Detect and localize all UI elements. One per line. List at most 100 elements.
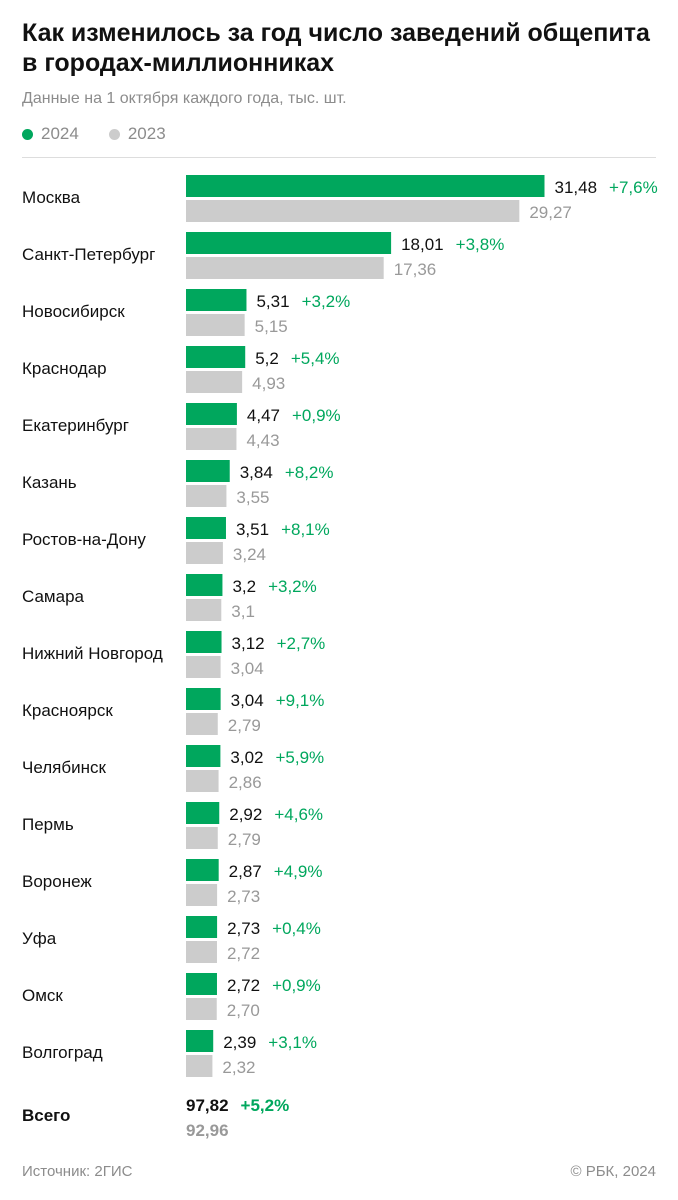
category-label: Пермь xyxy=(22,815,74,834)
change-label: +7,6% xyxy=(609,178,658,197)
value-label-2024: 3,02 xyxy=(230,748,263,767)
total-label: Всего xyxy=(22,1106,70,1125)
bar-2023 xyxy=(186,770,219,792)
value-label-2023: 2,72 xyxy=(227,944,260,963)
value-label-2023: 2,73 xyxy=(227,887,260,906)
bar-2024 xyxy=(186,631,222,653)
change-label: +2,7% xyxy=(277,634,326,653)
bar-2023 xyxy=(186,713,218,735)
source-note: Источник: 2ГИС xyxy=(22,1163,133,1180)
value-label-2023: 17,36 xyxy=(394,260,437,279)
bar-2024 xyxy=(186,517,226,539)
category-label: Санкт-Петербург xyxy=(22,245,155,264)
bar-2023 xyxy=(186,257,384,279)
change-label: +0,9% xyxy=(292,406,341,425)
change-label: +8,1% xyxy=(281,520,330,539)
bar-2024 xyxy=(186,1030,214,1052)
value-label-2023: 29,27 xyxy=(529,203,572,222)
legend-item-2024: 2024 xyxy=(22,124,79,144)
copyright-note: © РБК, 2024 xyxy=(570,1163,656,1180)
value-label-2024: 2,92 xyxy=(229,805,262,824)
header-divider xyxy=(22,157,656,158)
legend-dot-2024-icon xyxy=(22,128,33,140)
value-label-2023: 3,24 xyxy=(233,545,266,564)
legend-label-2024: 2024 xyxy=(41,124,79,143)
bar-2024 xyxy=(186,916,218,938)
bar-2024 xyxy=(186,403,237,425)
bar-2024 xyxy=(186,973,217,995)
bar-2023 xyxy=(186,485,227,507)
bar-2023 xyxy=(186,941,217,963)
change-label: +4,6% xyxy=(274,805,323,824)
value-label-2024: 2,39 xyxy=(223,1033,256,1052)
bar-2024 xyxy=(186,859,219,881)
category-label: Москва xyxy=(22,188,81,207)
value-label-2023: 2,70 xyxy=(227,1001,260,1020)
value-label-2024: 3,12 xyxy=(232,634,265,653)
bar-2024 xyxy=(186,688,221,710)
chart-title: Как изменилось за год число заведений об… xyxy=(22,19,650,77)
category-label: Ростов-на-Дону xyxy=(22,530,146,549)
total-value-2023: 92,96 xyxy=(186,1121,229,1140)
value-label-2024: 3,2 xyxy=(232,577,256,596)
bar-2023 xyxy=(186,884,218,906)
change-label: +8,2% xyxy=(285,463,334,482)
change-label: +5,9% xyxy=(275,748,324,767)
bar-2023 xyxy=(186,542,223,564)
category-label: Екатеринбург xyxy=(22,416,129,435)
change-label: +4,9% xyxy=(274,862,323,881)
value-label-2024: 5,31 xyxy=(256,292,289,311)
value-label-2024: 2,72 xyxy=(227,976,260,995)
bar-2024 xyxy=(186,802,220,824)
change-label: +5,4% xyxy=(291,349,340,368)
category-label: Красноярск xyxy=(22,701,113,720)
category-label: Самара xyxy=(22,587,85,606)
value-label-2023: 2,79 xyxy=(228,830,261,849)
chart-subtitle: Данные на 1 октября каждого года, тыс. ш… xyxy=(22,90,347,107)
value-label-2023: 2,86 xyxy=(229,773,262,792)
value-label-2024: 31,48 xyxy=(555,178,598,197)
total-change: +5,2% xyxy=(241,1096,290,1115)
value-label-2024: 3,04 xyxy=(231,691,264,710)
category-label: Волгоград xyxy=(22,1043,103,1062)
bar-2024 xyxy=(186,232,392,254)
change-label: +3,1% xyxy=(268,1033,317,1052)
value-label-2023: 2,79 xyxy=(228,716,261,735)
legend-label-2023: 2023 xyxy=(127,124,166,143)
change-label: +3,2% xyxy=(268,577,317,596)
legend-item-2023: 2023 xyxy=(108,124,166,144)
category-label: Челябинск xyxy=(22,758,106,777)
value-label-2024: 4,47 xyxy=(247,406,280,425)
bar-2024 xyxy=(186,346,246,368)
category-label: Воронеж xyxy=(22,872,92,891)
bar-2024 xyxy=(186,745,221,767)
change-label: +9,1% xyxy=(276,691,325,710)
bar-2023 xyxy=(186,599,222,621)
value-label-2023: 4,93 xyxy=(252,374,285,393)
total-value-2024: 97,82 xyxy=(186,1096,229,1115)
category-label: Омск xyxy=(22,986,63,1005)
category-label: Нижний Новгород xyxy=(22,644,163,663)
value-label-2024: 5,2 xyxy=(255,349,279,368)
value-label-2023: 3,1 xyxy=(231,602,255,621)
bar-2024 xyxy=(186,289,247,311)
category-label: Новосибирск xyxy=(22,302,125,321)
bar-2023 xyxy=(186,1055,213,1077)
value-label-2024: 2,73 xyxy=(227,919,260,938)
category-label: Краснодар xyxy=(22,359,107,378)
bar-2024 xyxy=(186,460,230,482)
value-label-2024: 18,01 xyxy=(401,235,444,254)
category-label: Уфа xyxy=(22,929,57,948)
bar-2023 xyxy=(186,371,243,393)
legend-dot-2023-icon xyxy=(108,128,120,140)
value-label-2024: 2,87 xyxy=(229,862,262,881)
value-label-2023: 5,15 xyxy=(255,317,288,336)
category-label: Казань xyxy=(22,473,77,492)
bar-2023 xyxy=(186,200,520,222)
legend: 2024 2023 xyxy=(22,124,196,144)
change-label: +3,8% xyxy=(456,235,505,254)
value-label-2024: 3,51 xyxy=(236,520,269,539)
bar-2023 xyxy=(186,827,218,849)
bar-2023 xyxy=(186,314,245,336)
change-label: +0,9% xyxy=(272,976,321,995)
